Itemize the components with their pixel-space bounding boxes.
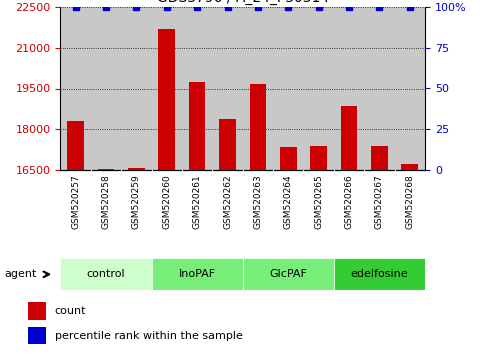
Bar xyxy=(28,327,46,344)
Bar xyxy=(60,258,152,290)
Text: GSM520263: GSM520263 xyxy=(254,174,262,229)
Point xyxy=(224,4,231,10)
Point xyxy=(254,4,262,10)
Text: GSM520259: GSM520259 xyxy=(132,174,141,229)
Text: GSM520260: GSM520260 xyxy=(162,174,171,229)
Text: InoPAF: InoPAF xyxy=(179,269,216,279)
Text: count: count xyxy=(55,306,86,316)
Bar xyxy=(334,258,425,290)
Bar xyxy=(334,7,364,170)
Point xyxy=(284,4,292,10)
Text: GSM520265: GSM520265 xyxy=(314,174,323,229)
Bar xyxy=(280,147,297,170)
Point xyxy=(71,4,79,10)
Point xyxy=(163,4,170,10)
Bar xyxy=(128,168,145,170)
Bar xyxy=(98,169,114,170)
Bar xyxy=(91,7,121,170)
Bar xyxy=(273,7,303,170)
Bar xyxy=(67,121,84,170)
Bar xyxy=(341,105,357,170)
Text: GSM520261: GSM520261 xyxy=(193,174,201,229)
Bar xyxy=(243,258,334,290)
Text: control: control xyxy=(86,269,125,279)
Bar xyxy=(364,7,395,170)
Point xyxy=(376,4,384,10)
Text: edelfosine: edelfosine xyxy=(351,269,408,279)
Text: GSM520264: GSM520264 xyxy=(284,174,293,229)
Text: GSM520266: GSM520266 xyxy=(344,174,354,229)
Text: GlcPAF: GlcPAF xyxy=(270,269,307,279)
Text: agent: agent xyxy=(5,269,37,279)
Bar xyxy=(152,7,182,170)
Point xyxy=(132,4,140,10)
Text: percentile rank within the sample: percentile rank within the sample xyxy=(55,331,242,341)
Bar xyxy=(371,146,388,170)
Bar xyxy=(401,164,418,170)
Title: GDS3796 / A_24_P30314: GDS3796 / A_24_P30314 xyxy=(156,0,329,5)
Bar xyxy=(219,119,236,170)
Bar xyxy=(121,7,152,170)
Text: GSM520257: GSM520257 xyxy=(71,174,80,229)
Bar xyxy=(303,7,334,170)
Bar xyxy=(28,302,46,320)
Bar xyxy=(243,7,273,170)
Point xyxy=(345,4,353,10)
Text: GSM520267: GSM520267 xyxy=(375,174,384,229)
Text: GSM520262: GSM520262 xyxy=(223,174,232,229)
Point xyxy=(193,4,201,10)
Bar xyxy=(250,85,266,170)
Text: GSM520268: GSM520268 xyxy=(405,174,414,229)
Point xyxy=(406,4,414,10)
Bar xyxy=(152,258,242,290)
Bar xyxy=(395,7,425,170)
Point xyxy=(315,4,323,10)
Text: GSM520258: GSM520258 xyxy=(101,174,111,229)
Bar xyxy=(182,7,213,170)
Bar xyxy=(310,146,327,170)
Bar xyxy=(158,29,175,170)
Bar xyxy=(60,7,91,170)
Point xyxy=(102,4,110,10)
Bar xyxy=(189,82,205,170)
Bar xyxy=(213,7,243,170)
